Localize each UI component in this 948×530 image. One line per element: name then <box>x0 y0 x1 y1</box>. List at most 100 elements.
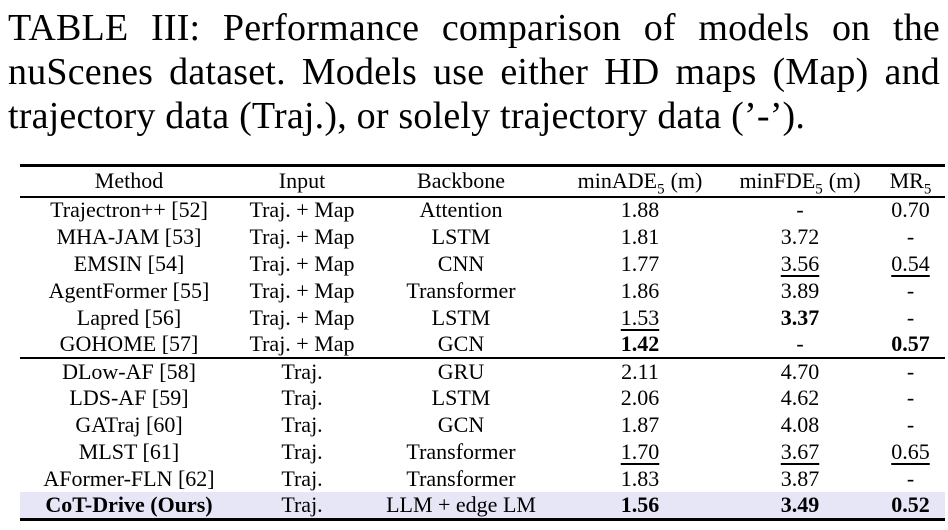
cell-minade: 1.86 <box>620 277 660 303</box>
cell-backbone: Transformer <box>406 465 516 491</box>
cell-method: LDS-AF [59] <box>69 385 189 411</box>
cell-mr: 0.52 <box>891 491 930 517</box>
cell-minfde: 3.49 <box>780 491 820 517</box>
cell-input: Traj. + Map <box>249 304 355 330</box>
cell-input: Traj. <box>281 385 323 411</box>
col-header-backbone: Backbone <box>366 166 556 197</box>
cell-method: GOHOME [57] <box>59 330 199 356</box>
cell-mr: 0.57 <box>891 330 930 356</box>
cell-minfde: - <box>796 330 804 356</box>
cell-method: CoT-Drive (Ours) <box>45 491 213 517</box>
cell-minade: 1.83 <box>620 465 660 491</box>
col-subscript: 5 <box>815 181 823 198</box>
cell-minade: 2.11 <box>621 358 659 384</box>
cell-minfde: 3.67 <box>780 438 820 464</box>
cell-minfde: 4.70 <box>780 358 820 384</box>
caption-line-3: trajectory data (Traj.), or solely traje… <box>8 95 806 137</box>
cell-backbone: LLM + edge LM <box>386 491 536 517</box>
cell-mr: - <box>906 465 915 491</box>
cell-mr: 0.54 <box>891 250 930 276</box>
cell-method: MHA-JAM [53] <box>56 223 202 249</box>
cell-input: Traj. <box>281 412 323 438</box>
cell-minfde: 4.08 <box>780 412 820 438</box>
cell-input: Traj. <box>281 438 323 464</box>
cell-backbone: Transformer <box>406 277 516 303</box>
cell-minfde: 3.37 <box>780 304 820 330</box>
table-row-gatraj: GATraj [60] Traj. GCN 1.87 4.08 - <box>20 412 945 439</box>
table-row-lapred: Lapred [56] Traj. + Map LSTM 1.53 3.37 - <box>20 304 945 331</box>
cell-mr: - <box>906 385 915 411</box>
cell-minfde: 3.89 <box>780 277 820 303</box>
cell-minade: 1.70 <box>620 438 660 464</box>
col-label: MR <box>889 168 924 194</box>
cell-backbone: GCN <box>437 330 485 356</box>
cell-input: Traj. <box>281 358 323 384</box>
col-label: Backbone <box>417 168 505 194</box>
col-label: minFDE <box>739 168 816 194</box>
cell-input: Traj. <box>281 491 323 517</box>
header-row: Method Input Backbone minADE5 (m) minFDE5… <box>20 166 945 197</box>
cell-minfde: 3.87 <box>780 465 820 491</box>
cell-backbone: Attention <box>419 197 503 223</box>
cell-method: AgentFormer [55] <box>48 277 210 303</box>
cell-minfde: 3.56 <box>780 250 820 276</box>
cell-backbone: CNN <box>437 250 485 276</box>
table-header: Method Input Backbone minADE5 (m) minFDE5… <box>20 166 945 197</box>
cell-method: AFormer-FLN [62] <box>43 465 215 491</box>
col-label: Method <box>94 168 164 194</box>
results-table: Method Input Backbone minADE5 (m) minFDE5… <box>20 164 945 521</box>
cell-minfde: 4.62 <box>780 385 820 411</box>
col-subscript: 5 <box>657 181 665 198</box>
table-row-agentformer: AgentFormer [55] Traj. + Map Transformer… <box>20 277 945 304</box>
cell-mr: 0.70 <box>891 197 930 223</box>
cell-backbone: GCN <box>437 412 485 438</box>
cell-method: EMSIN [54] <box>73 250 185 276</box>
col-label: minADE <box>577 168 658 194</box>
cell-method: MLST [61] <box>78 438 180 464</box>
cell-minade: 1.77 <box>620 250 660 276</box>
cell-backbone: LSTM <box>431 304 491 330</box>
col-subscript: 5 <box>923 181 932 198</box>
cell-mr: - <box>906 412 915 438</box>
cell-minade: 1.87 <box>620 412 660 438</box>
col-header-mr: MR5 <box>876 166 945 197</box>
cell-minfde: 3.72 <box>780 223 820 249</box>
cell-mr: 0.65 <box>891 438 930 464</box>
cell-minade: 1.56 <box>620 491 660 517</box>
cell-backbone: LSTM <box>431 385 491 411</box>
cell-method: DLow-AF [58] <box>62 358 196 384</box>
cell-minade: 1.81 <box>620 223 660 249</box>
col-unit: (m) <box>670 168 703 194</box>
cell-minade: 1.42 <box>620 330 660 356</box>
cell-minade: 2.06 <box>620 385 660 411</box>
table-row-mha-jam: MHA-JAM [53] Traj. + Map LSTM 1.81 3.72 … <box>20 223 945 250</box>
cell-input: Traj. <box>281 465 323 491</box>
col-header-input: Input <box>238 166 366 197</box>
cell-method: Lapred [56] <box>76 304 182 330</box>
table-row-aformer-fln: AFormer-FLN [62] Traj. Transformer 1.83 … <box>20 465 945 492</box>
cell-mr: - <box>906 223 915 249</box>
cell-backbone: GRU <box>437 358 485 384</box>
col-header-minfde: minFDE5 (m) <box>724 166 876 197</box>
table-row-mlst: MLST [61] Traj. Transformer 1.70 3.67 0.… <box>20 439 945 466</box>
cell-input: Traj. + Map <box>249 277 355 303</box>
cell-method: GATraj [60] <box>75 412 183 438</box>
cell-minade: 1.88 <box>620 197 660 223</box>
table-body: Trajectron++ [52] Traj. + Map Attention … <box>20 197 945 520</box>
cell-mr: - <box>906 277 915 303</box>
cell-input: Traj. + Map <box>249 197 355 223</box>
table-row-gohome: GOHOME [57] Traj. + Map GCN 1.42 - 0.57 <box>20 331 945 358</box>
cell-mr: - <box>906 304 915 330</box>
table-row-lds-af: LDS-AF [59] Traj. LSTM 2.06 4.62 - <box>20 385 945 412</box>
col-header-minade: minADE5 (m) <box>556 166 724 197</box>
cell-input: Traj. + Map <box>249 223 355 249</box>
table-row-emsin: EMSIN [54] Traj. + Map CNN 1.77 3.56 0.5… <box>20 250 945 277</box>
cell-backbone: Transformer <box>406 438 516 464</box>
caption-line-2: nuScenes dataset. Models use either HD m… <box>8 51 940 93</box>
col-header-method: Method <box>20 166 238 197</box>
table-row-trajectron: Trajectron++ [52] Traj. + Map Attention … <box>20 197 945 224</box>
cell-backbone: LSTM <box>431 223 491 249</box>
table-caption: TABLE III: Performance comparison of mod… <box>8 6 940 138</box>
caption-line-1: TABLE III: Performance comparison of mod… <box>8 7 940 49</box>
